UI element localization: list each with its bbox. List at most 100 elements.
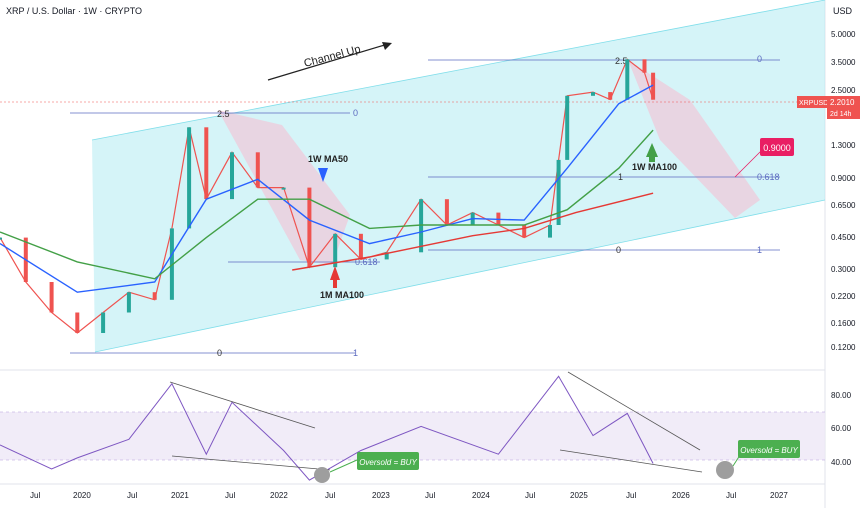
price-candle bbox=[101, 312, 106, 333]
series-line-1m-ma100 bbox=[292, 192, 654, 271]
price-candle bbox=[642, 59, 647, 73]
arrow-stem bbox=[333, 280, 337, 288]
rsi-trendline bbox=[171, 455, 331, 471]
price-candle bbox=[556, 159, 561, 225]
price-candle bbox=[75, 312, 80, 333]
oversold-connector bbox=[329, 459, 358, 473]
price-candle bbox=[565, 95, 570, 160]
time-tick: 2022 bbox=[270, 491, 288, 500]
time-tick: Jul bbox=[525, 491, 535, 500]
time-tick: Jul bbox=[325, 491, 335, 500]
price-candle bbox=[333, 233, 338, 268]
price-candle bbox=[126, 292, 131, 313]
arrow-stem bbox=[649, 156, 655, 162]
time-tick: Jul bbox=[726, 491, 736, 500]
price-candle bbox=[591, 92, 595, 96]
price-tick: 0.1600 bbox=[831, 319, 856, 328]
fib-label: 0.618 bbox=[757, 172, 780, 182]
rsi-tick: 40.00 bbox=[831, 458, 852, 467]
rsi-trendline bbox=[169, 381, 316, 429]
price-tick: 0.6500 bbox=[831, 201, 856, 210]
price-tick: 0.1200 bbox=[831, 343, 856, 352]
time-tick: Jul bbox=[626, 491, 636, 500]
price-candle bbox=[444, 199, 449, 225]
fib-set-2: 2.5 0 1 0.618 0 1 bbox=[428, 54, 780, 255]
time-tick: 2020 bbox=[73, 491, 91, 500]
fib-set-1: 2.5 0 0.618 0 1 bbox=[70, 108, 380, 358]
price-tick: 0.2200 bbox=[831, 292, 856, 301]
symbol-tag-text: XRPUSD bbox=[799, 100, 828, 107]
time-axis: Jul 2020 Jul 2021 Jul 2022 Jul 2023 Jul … bbox=[30, 491, 788, 500]
price-candle bbox=[49, 282, 54, 313]
oversold-circle bbox=[716, 461, 734, 479]
fib-label: 2.5 bbox=[615, 56, 628, 66]
time-tick: Jul bbox=[425, 491, 435, 500]
rsi-tick: 60.00 bbox=[831, 424, 852, 433]
fib-label: 1 bbox=[353, 348, 358, 358]
price-candle bbox=[384, 252, 389, 260]
time-tick: 2023 bbox=[372, 491, 390, 500]
fib-label: 1 bbox=[618, 172, 623, 182]
channel-up-arrow bbox=[267, 43, 389, 81]
price-candle bbox=[230, 152, 234, 200]
price-candle bbox=[522, 225, 527, 238]
price-candle bbox=[152, 292, 157, 300]
series-line-xrpusd bbox=[0, 58, 654, 334]
arrowhead-icon bbox=[382, 42, 392, 50]
fib-label: 0 bbox=[616, 245, 621, 255]
symbol-tag bbox=[797, 96, 827, 108]
rsi-trendline bbox=[567, 371, 701, 451]
up-arrow-icon bbox=[330, 266, 340, 280]
oversold-label: Oversold = BUY bbox=[359, 458, 417, 467]
time-tick: 2026 bbox=[672, 491, 690, 500]
price-tick: 0.3000 bbox=[831, 265, 856, 274]
time-tick: Jul bbox=[127, 491, 137, 500]
price-candle bbox=[651, 72, 656, 100]
price-candle bbox=[358, 233, 363, 260]
time-tick: 2025 bbox=[570, 491, 588, 500]
fib-label: 0.618 bbox=[355, 257, 378, 267]
down-arrow-icon bbox=[318, 168, 328, 182]
fib-label: 0 bbox=[353, 108, 358, 118]
price-tick: 1.3000 bbox=[831, 141, 856, 150]
price-tick: 0.4500 bbox=[831, 233, 856, 242]
up-arrow-icon bbox=[646, 143, 658, 157]
price-candle bbox=[281, 187, 286, 190]
rsi-line bbox=[0, 375, 654, 481]
price-candle bbox=[625, 59, 630, 100]
target-value: 0.9000 bbox=[763, 143, 791, 153]
time-tick: 2027 bbox=[770, 491, 788, 500]
time-tick: Jul bbox=[225, 491, 235, 500]
rsi-layer bbox=[0, 375, 654, 481]
rsi-trendline bbox=[559, 449, 703, 473]
price-axis: 5.0000 3.5000 2.5000 1.3000 0.9000 0.650… bbox=[831, 30, 856, 352]
bearish-zone-2 bbox=[628, 60, 760, 218]
fib-label: 0 bbox=[757, 54, 762, 64]
oversold-box bbox=[738, 440, 800, 458]
time-tick: 2024 bbox=[472, 491, 490, 500]
ma50-label: 1W MA50 bbox=[308, 154, 348, 164]
series-line-1w-ma100 bbox=[0, 129, 654, 280]
currency-label: USD bbox=[833, 6, 853, 16]
price-candle bbox=[548, 225, 552, 238]
price-tag bbox=[827, 96, 860, 119]
chart-title: XRP / U.S. Dollar · 1W · CRYPTO bbox=[6, 6, 142, 16]
oversold-box bbox=[357, 452, 419, 470]
channel-top-line bbox=[91, 0, 826, 141]
price-candle bbox=[204, 127, 209, 200]
ma100w-label: 1W MA100 bbox=[632, 162, 677, 172]
ma100m-label: 1M MA100 bbox=[320, 290, 364, 300]
fib-label: 0 bbox=[217, 348, 222, 358]
price-candle bbox=[169, 228, 174, 300]
series-layer bbox=[0, 58, 656, 334]
target-box bbox=[760, 138, 794, 156]
price-candle bbox=[608, 92, 613, 100]
fib-label: 1 bbox=[757, 245, 762, 255]
channel-bottom-line bbox=[94, 199, 826, 353]
price-tick: 0.9000 bbox=[831, 174, 856, 183]
price-candle bbox=[419, 199, 424, 253]
price-tick: 2.5000 bbox=[831, 86, 856, 95]
time-tick: 2021 bbox=[171, 491, 189, 500]
time-tick: Jul bbox=[30, 491, 40, 500]
oversold-circle bbox=[314, 467, 330, 483]
